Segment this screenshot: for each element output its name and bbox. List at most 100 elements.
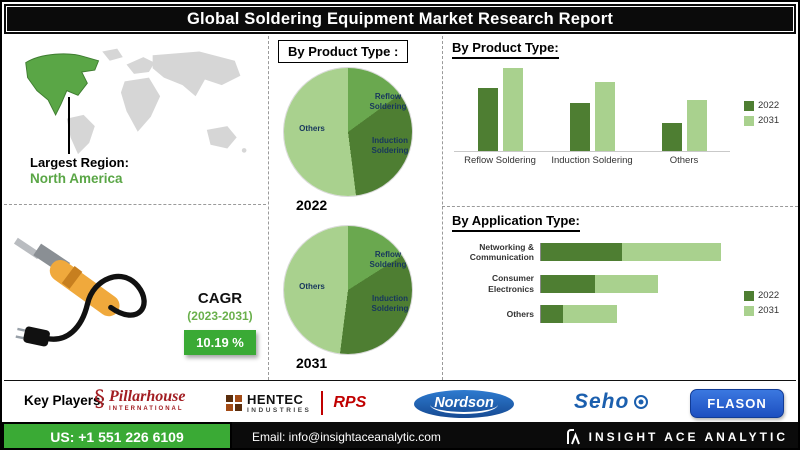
legend-label-2022: 2022 xyxy=(758,100,780,111)
bar-category-label: Others xyxy=(669,155,699,166)
segment-2022-2 xyxy=(541,304,563,323)
pillarhouse-subtitle: INTERNATIONAL xyxy=(109,406,184,412)
divider-left-horizontal xyxy=(4,204,266,205)
pie-label-reflow: Reflow Soldering xyxy=(369,92,407,111)
bar-2022-0 xyxy=(477,88,498,151)
legend-label-2022: 2022 xyxy=(758,290,780,301)
divider-right-horizontal xyxy=(442,206,798,207)
iron-cable xyxy=(44,273,147,342)
legend-swatch-2022 xyxy=(744,290,754,301)
app-category-label: Networking & Communication xyxy=(469,242,534,263)
hentec-name: HENTEC xyxy=(247,392,304,407)
world-map xyxy=(25,48,247,155)
bar-group-1 xyxy=(546,64,638,151)
hentec-grid-icon xyxy=(226,395,242,411)
legend-swatch-2031 xyxy=(744,305,754,316)
bar-2031-0 xyxy=(502,68,523,151)
largest-region-label: Largest Region: xyxy=(30,155,129,170)
pie-chart-2022: Reflow Soldering Induction Soldering Oth… xyxy=(278,66,430,218)
divider-middle-right xyxy=(442,36,443,380)
nordson-oval: Nordson xyxy=(414,390,514,418)
segment-2031-2 xyxy=(563,304,617,323)
segment-2022-0 xyxy=(541,243,622,262)
logo-seho: Seho xyxy=(574,390,649,414)
product-bar-chart: Reflow Soldering Induction Soldering Other… xyxy=(454,64,730,166)
seho-swirl-icon xyxy=(634,395,649,409)
pie-year-2031: 2031 xyxy=(296,355,328,371)
pie-section-title: By Product Type : xyxy=(278,40,409,63)
insight-ace-logo-icon xyxy=(566,429,580,445)
iron-plug xyxy=(15,326,50,347)
cagr-period: (2023-2031) xyxy=(187,309,253,323)
divider-left-middle xyxy=(268,36,269,380)
bar-chart-legend: 2022 2031 xyxy=(744,100,779,126)
bar-group-0 xyxy=(454,64,546,151)
hentec-subtitle: INDUSTRIES xyxy=(247,407,312,414)
pie-2031 xyxy=(284,226,412,354)
phone-box: US: +1 551 226 6109 xyxy=(2,422,232,448)
bar-plot-area xyxy=(454,64,730,152)
region-pointer-line xyxy=(68,97,70,154)
pie-year-2022: 2022 xyxy=(296,197,328,213)
legend-label-2031: 2031 xyxy=(758,115,780,126)
rps-name: RPS xyxy=(333,394,367,411)
app-row-1: Consumer Electronics xyxy=(454,273,746,294)
legend-item-2031: 2031 xyxy=(744,115,779,126)
phone-number: US: +1 551 226 6109 xyxy=(50,429,184,445)
app-row-0: Networking & Communication xyxy=(454,242,746,262)
pie-chart-2031: Reflow Soldering Induction Soldering Oth… xyxy=(278,224,430,376)
email-text: Email: info@insightaceanalytic.com xyxy=(252,430,441,444)
soldering-iron-illustration xyxy=(13,237,147,347)
logo-hentec: HENTEC INDUSTRIES RPS xyxy=(226,391,366,415)
pie-label-reflow: Reflow Soldering xyxy=(369,250,407,269)
app-category-label: Others xyxy=(506,308,534,319)
flason-badge: FLASON xyxy=(690,389,784,418)
logo-pillarhouse: § Pillarhouse INTERNATIONAL xyxy=(94,388,185,412)
application-bar-chart: Networking & Communication Consumer Elect… xyxy=(454,242,746,334)
pie-label-others: Others xyxy=(299,282,325,291)
pillarhouse-name: Pillarhouse xyxy=(109,388,186,405)
bar-category-labels: Reflow Soldering Induction Soldering Other… xyxy=(454,155,730,166)
legend-label-2031: 2031 xyxy=(758,305,780,316)
logo-nordson: Nordson xyxy=(414,390,514,418)
logo-flason: FLASON xyxy=(690,389,784,418)
pie-label-induction: Induction Soldering xyxy=(371,136,409,155)
app-chart-legend: 2022 2031 xyxy=(744,290,779,316)
bar-category-label: Induction Soldering xyxy=(551,155,633,166)
divider-players xyxy=(4,380,796,381)
bar-category-label: Reflow Soldering xyxy=(464,155,536,166)
bar-2031-2 xyxy=(686,100,707,151)
title-bar: Global Soldering Equipment Market Resear… xyxy=(4,4,796,34)
brand-block: INSIGHT ACE ANALYTIC xyxy=(564,422,788,448)
pie-label-induction: Induction Soldering xyxy=(371,294,409,313)
pillarhouse-mark-icon: § xyxy=(94,387,105,412)
legend-item-2022: 2022 xyxy=(744,290,779,301)
largest-region-value: North America xyxy=(30,171,123,186)
flason-name: FLASON xyxy=(707,396,767,411)
pie-2022 xyxy=(284,68,412,196)
cagr-label: CAGR xyxy=(197,290,243,307)
cagr-block: CAGR (2023-2031) 10.19 % xyxy=(170,290,270,355)
legend-swatch-2031 xyxy=(744,115,754,126)
nordson-name: Nordson xyxy=(430,395,498,414)
legend-swatch-2022 xyxy=(744,100,754,111)
legend-item-2031: 2031 xyxy=(744,305,779,316)
bar-2031-1 xyxy=(594,82,615,151)
bar-group-2 xyxy=(638,64,730,151)
segment-2022-1 xyxy=(541,274,595,293)
seho-name: Seho xyxy=(574,390,630,413)
brand-name: INSIGHT ACE ANALYTIC xyxy=(588,430,788,444)
legend-item-2022: 2022 xyxy=(744,100,779,111)
hentec-divider xyxy=(321,391,324,415)
segment-2031-1 xyxy=(595,274,658,293)
bar-2022-2 xyxy=(661,123,682,151)
app-row-2: Others xyxy=(454,304,746,323)
app-category-label: Consumer Electronics xyxy=(488,273,534,294)
segment-2031-0 xyxy=(622,243,721,262)
cagr-value: 10.19 % xyxy=(184,330,256,355)
north-america-region xyxy=(25,53,100,116)
app-section-title: By Application Type: xyxy=(452,213,580,232)
key-players-label: Key Players: xyxy=(24,393,106,408)
bar-section-title: By Product Type: xyxy=(452,40,559,59)
